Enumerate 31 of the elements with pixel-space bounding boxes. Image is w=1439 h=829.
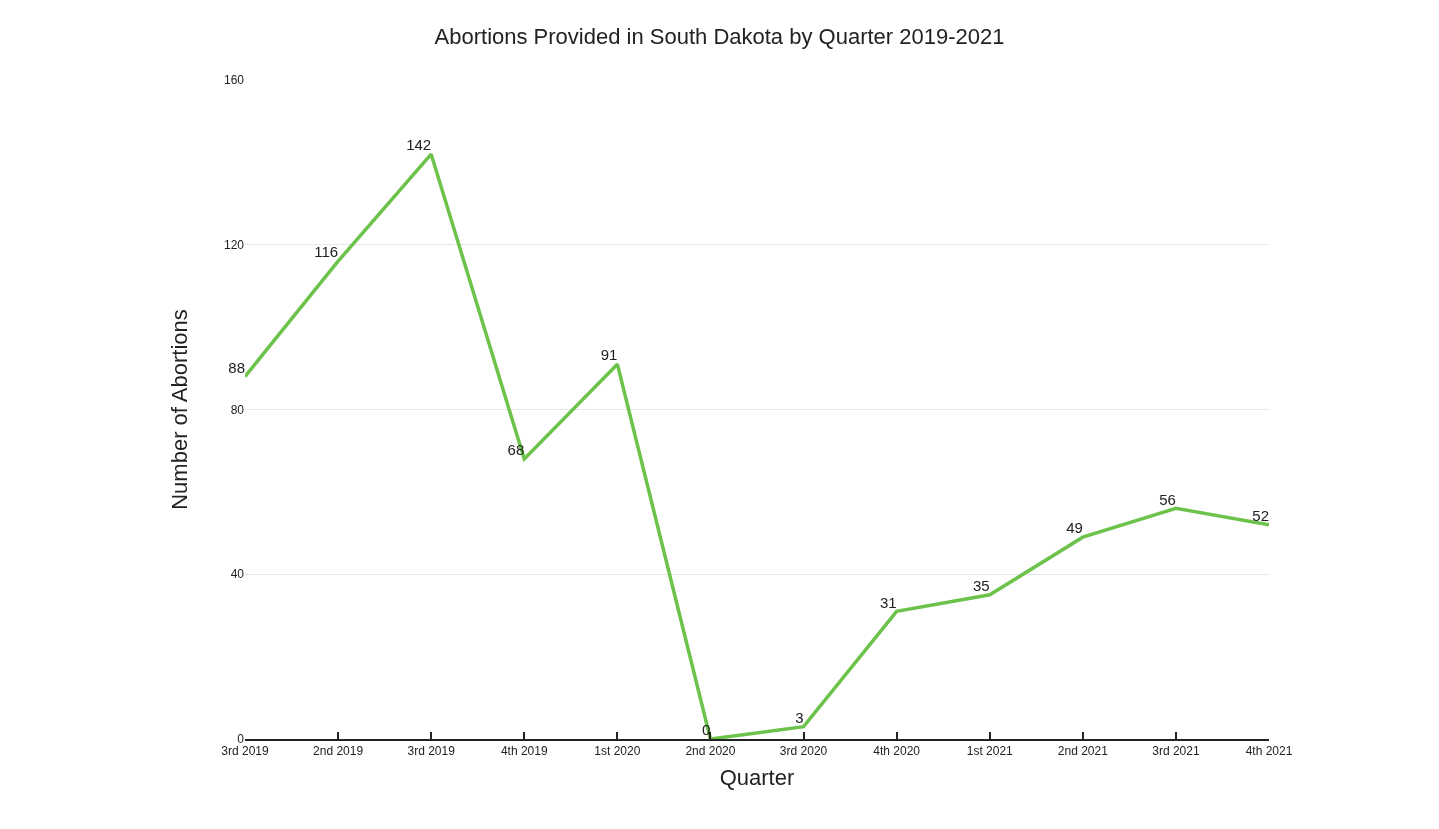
x-tick-label: 3rd 2019: [221, 744, 270, 759]
y-axis-title: Number of Abortions: [166, 309, 192, 510]
y-tick-label: 0: [237, 732, 245, 747]
data-label: 116: [314, 243, 339, 261]
data-label: 52: [1252, 507, 1269, 525]
x-tick-label: 2nd 2021: [1057, 744, 1109, 759]
data-label: 31: [879, 593, 897, 611]
data-label: 88: [228, 358, 245, 376]
x-tick-label: 2nd 2019: [313, 744, 364, 759]
y-tick-label: 80: [230, 402, 245, 417]
x-tick-label: 3rd 2020: [779, 744, 828, 759]
data-label: 3: [795, 708, 804, 726]
y-tick-label: 40: [230, 567, 245, 582]
x-tick-label: 1st 2020: [594, 744, 641, 759]
x-tick-label: 4th 2019: [500, 744, 548, 759]
x-tick-label: 1st 2021: [966, 744, 1014, 759]
data-label: 56: [1159, 490, 1176, 508]
chart-title: Abortions Provided in South Dakota by Quarter 2019-2021: [434, 24, 1005, 50]
data-label: 35: [973, 577, 990, 595]
x-axis-title: Quarter: [719, 764, 795, 790]
x-tick-label: 4th 2021: [1245, 744, 1293, 759]
x-tick-label: 3rd 2019: [407, 744, 456, 759]
x-tick-label: 3rd 2021: [1152, 744, 1200, 759]
data-label: 142: [406, 136, 432, 154]
data-label: 49: [1066, 519, 1083, 537]
y-tick-label: 160: [223, 73, 245, 88]
y-tick-label: 120: [223, 237, 245, 252]
x-tick-label: 4th 2020: [873, 744, 921, 759]
data-label: 91: [600, 346, 618, 364]
x-tick-label: 2nd 2020: [685, 744, 736, 759]
line-series: [245, 152, 1269, 739]
